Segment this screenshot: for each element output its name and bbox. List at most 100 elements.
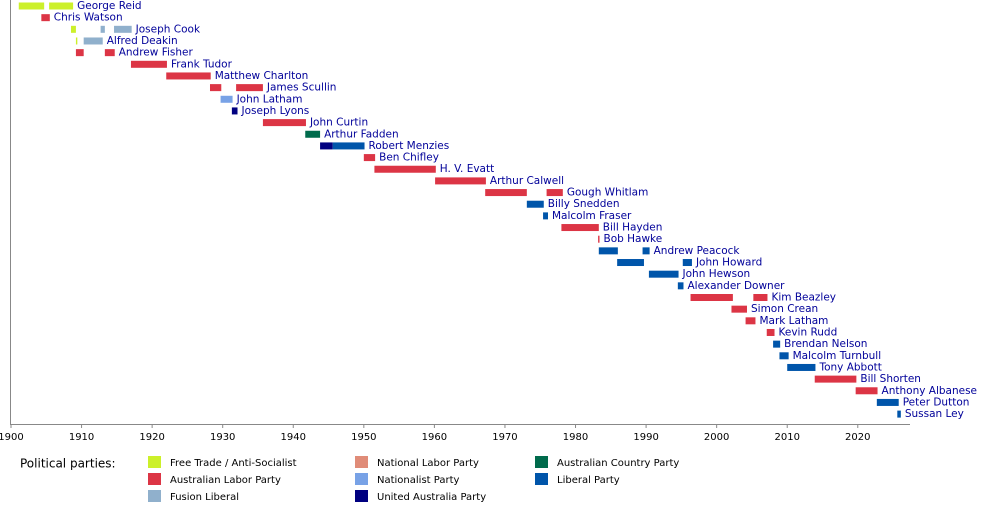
- leader-label: Anthony Albanese: [882, 385, 977, 397]
- legend-label: Nationalist Party: [377, 475, 459, 486]
- legend-swatch: [535, 456, 548, 468]
- leader-label: Malcolm Turnbull: [793, 350, 882, 362]
- term-bar: [363, 154, 376, 162]
- leader-label: Joseph Cook: [135, 23, 201, 35]
- term-bar: [100, 25, 105, 33]
- legend-swatch: [535, 473, 548, 485]
- leader-label: Mark Latham: [759, 315, 828, 327]
- leader-label: Billy Snedden: [548, 198, 620, 210]
- leader-label: Bill Hayden: [603, 222, 663, 234]
- leader-label: James Scullin: [266, 82, 337, 94]
- term-bar: [677, 282, 684, 290]
- x-tick-label: 1960: [422, 432, 447, 443]
- leader-label: Alexander Downer: [687, 280, 785, 292]
- legend-label: Fusion Liberal: [170, 492, 239, 503]
- leader-label: Bill Shorten: [860, 373, 921, 385]
- x-tick-label: 1940: [281, 432, 306, 443]
- leader-label: John Howard: [695, 257, 762, 269]
- leader-label: H. V. Evatt: [440, 163, 494, 175]
- term-bar: [543, 212, 549, 220]
- legend-title: Political parties:: [20, 457, 116, 471]
- leader-label: Brendan Nelson: [784, 338, 867, 350]
- legend-label: Free Trade / Anti-Socialist: [170, 458, 297, 469]
- legend-label: United Australia Party: [377, 492, 486, 503]
- x-tick-label: 1900: [0, 432, 24, 443]
- leader-label: John Hewson: [682, 268, 751, 280]
- leader-label: Simon Crean: [751, 303, 818, 315]
- leader-label: Ben Chifley: [379, 152, 439, 164]
- term-bar: [220, 95, 233, 103]
- x-tick-label: 1920: [139, 432, 164, 443]
- legend-swatch: [355, 456, 368, 468]
- term-bar: [75, 49, 84, 57]
- x-tick-label: 1930: [210, 432, 235, 443]
- leader-label: Frank Tudor: [171, 58, 233, 70]
- term-bar: [897, 410, 901, 418]
- term-bar: [745, 317, 756, 325]
- legend-label: Australian Labor Party: [170, 475, 281, 486]
- x-tick-label: 1910: [69, 432, 94, 443]
- term-bar: [598, 235, 600, 243]
- term-bar: [682, 259, 692, 267]
- leader-label: Andrew Peacock: [654, 245, 741, 257]
- leader-label: Gough Whitlam: [567, 187, 649, 199]
- term-bar: [374, 165, 436, 173]
- term-bar: [320, 142, 333, 150]
- leader-label: Alfred Deakin: [107, 35, 178, 47]
- term-bar: [814, 375, 857, 383]
- term-bar: [526, 200, 544, 208]
- leader-label: Bob Hawke: [604, 233, 663, 245]
- leader-label: Kevin Rudd: [779, 326, 838, 338]
- term-bar: [855, 387, 878, 395]
- term-bar: [731, 305, 747, 313]
- term-bar: [773, 340, 781, 348]
- term-bar: [332, 142, 365, 150]
- leader-label: Peter Dutton: [903, 396, 970, 408]
- term-bar: [779, 352, 789, 360]
- term-bar: [75, 37, 78, 45]
- leader-label: Malcolm Fraser: [552, 210, 632, 222]
- term-bar: [305, 130, 321, 138]
- term-bar: [546, 189, 563, 197]
- term-bar: [209, 84, 222, 92]
- x-tick-label: 2010: [774, 432, 799, 443]
- legend-label: National Labor Party: [377, 458, 479, 469]
- leader-label: Arthur Calwell: [490, 175, 564, 187]
- legend-swatch: [148, 473, 161, 485]
- leader-label: Sussan Ley: [905, 408, 964, 420]
- term-bar: [49, 2, 74, 10]
- term-bar: [114, 25, 132, 33]
- term-bar: [104, 49, 115, 57]
- term-bar: [753, 294, 768, 301]
- legend-swatch: [355, 490, 368, 502]
- leader-label: Robert Menzies: [369, 140, 450, 152]
- leader-label: Arthur Fadden: [324, 128, 399, 140]
- term-bar: [648, 270, 679, 278]
- term-bar: [876, 398, 899, 406]
- leader-label: Tony Abbott: [818, 361, 881, 373]
- term-bar: [166, 72, 211, 80]
- term-bar: [690, 294, 733, 301]
- leader-label: Kim Beazley: [771, 292, 836, 304]
- term-bar: [598, 247, 618, 255]
- leader-label: Chris Watson: [54, 12, 123, 24]
- x-tick-label: 1990: [633, 432, 658, 443]
- term-bar: [766, 328, 775, 336]
- term-bar: [642, 247, 650, 255]
- x-tick-label: 2020: [845, 432, 870, 443]
- leader-label: Joseph Lyons: [241, 105, 310, 117]
- x-tick-label: 2000: [704, 432, 729, 443]
- term-bar: [787, 363, 816, 371]
- term-bar: [83, 37, 103, 45]
- term-bar: [70, 25, 76, 33]
- x-tick-label: 1970: [492, 432, 517, 443]
- x-tick-label: 1950: [351, 432, 376, 443]
- leader-label: Andrew Fisher: [119, 47, 194, 59]
- term-bar: [236, 84, 263, 92]
- leader-label: Matthew Charlton: [215, 70, 309, 82]
- term-bar: [561, 224, 599, 232]
- term-bar: [262, 119, 306, 127]
- legend-label: Liberal Party: [557, 475, 620, 486]
- legend-swatch: [148, 490, 161, 502]
